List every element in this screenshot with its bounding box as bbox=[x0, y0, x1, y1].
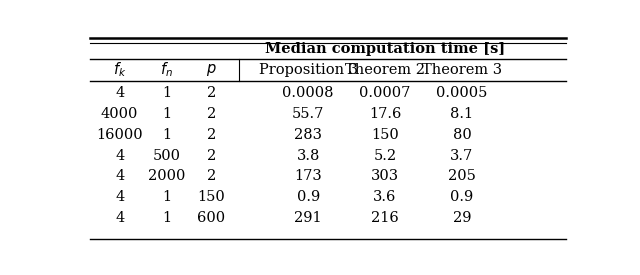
Text: 205: 205 bbox=[448, 169, 476, 183]
Text: $f_k$: $f_k$ bbox=[113, 61, 126, 79]
Text: 291: 291 bbox=[294, 211, 322, 225]
Text: 500: 500 bbox=[153, 148, 181, 163]
Text: 2: 2 bbox=[207, 148, 216, 163]
Text: 0.0008: 0.0008 bbox=[282, 86, 334, 100]
Text: 0.0005: 0.0005 bbox=[436, 86, 488, 100]
Text: 216: 216 bbox=[371, 211, 399, 225]
Text: 3.8: 3.8 bbox=[296, 148, 320, 163]
Text: 80: 80 bbox=[452, 128, 471, 142]
Text: 2: 2 bbox=[207, 128, 216, 142]
Text: 2: 2 bbox=[207, 86, 216, 100]
Text: 303: 303 bbox=[371, 169, 399, 183]
Text: 150: 150 bbox=[198, 190, 225, 204]
Text: Median computation time [s]: Median computation time [s] bbox=[265, 42, 505, 56]
Text: 173: 173 bbox=[294, 169, 322, 183]
Text: 2: 2 bbox=[207, 107, 216, 121]
Text: 4: 4 bbox=[115, 211, 124, 225]
Text: 4: 4 bbox=[115, 86, 124, 100]
Text: 2: 2 bbox=[207, 169, 216, 183]
Text: 4: 4 bbox=[115, 169, 124, 183]
Text: 4000: 4000 bbox=[101, 107, 138, 121]
Text: 1: 1 bbox=[162, 107, 172, 121]
Text: 2000: 2000 bbox=[148, 169, 186, 183]
Text: 3.6: 3.6 bbox=[373, 190, 397, 204]
Text: 283: 283 bbox=[294, 128, 322, 142]
Text: 29: 29 bbox=[452, 211, 471, 225]
Text: 0.9: 0.9 bbox=[296, 190, 320, 204]
Text: Theorem 2: Theorem 2 bbox=[345, 63, 425, 77]
Text: Theorem 3: Theorem 3 bbox=[422, 63, 502, 77]
Text: 17.6: 17.6 bbox=[369, 107, 401, 121]
Text: 1: 1 bbox=[162, 86, 172, 100]
Text: 150: 150 bbox=[371, 128, 399, 142]
Text: 1: 1 bbox=[162, 211, 172, 225]
Text: $p$: $p$ bbox=[206, 62, 217, 78]
Text: 3.7: 3.7 bbox=[451, 148, 474, 163]
Text: 4: 4 bbox=[115, 148, 124, 163]
Text: 1: 1 bbox=[162, 190, 172, 204]
Text: 55.7: 55.7 bbox=[292, 107, 324, 121]
Text: 5.2: 5.2 bbox=[374, 148, 397, 163]
Text: Proposition 3: Proposition 3 bbox=[259, 63, 358, 77]
Text: 600: 600 bbox=[197, 211, 225, 225]
Text: 4: 4 bbox=[115, 190, 124, 204]
Text: 16000: 16000 bbox=[97, 128, 143, 142]
Text: 8.1: 8.1 bbox=[451, 107, 474, 121]
Text: $f_n$: $f_n$ bbox=[161, 61, 173, 79]
Text: 1: 1 bbox=[162, 128, 172, 142]
Text: 0.9: 0.9 bbox=[451, 190, 474, 204]
Text: 0.0007: 0.0007 bbox=[359, 86, 411, 100]
